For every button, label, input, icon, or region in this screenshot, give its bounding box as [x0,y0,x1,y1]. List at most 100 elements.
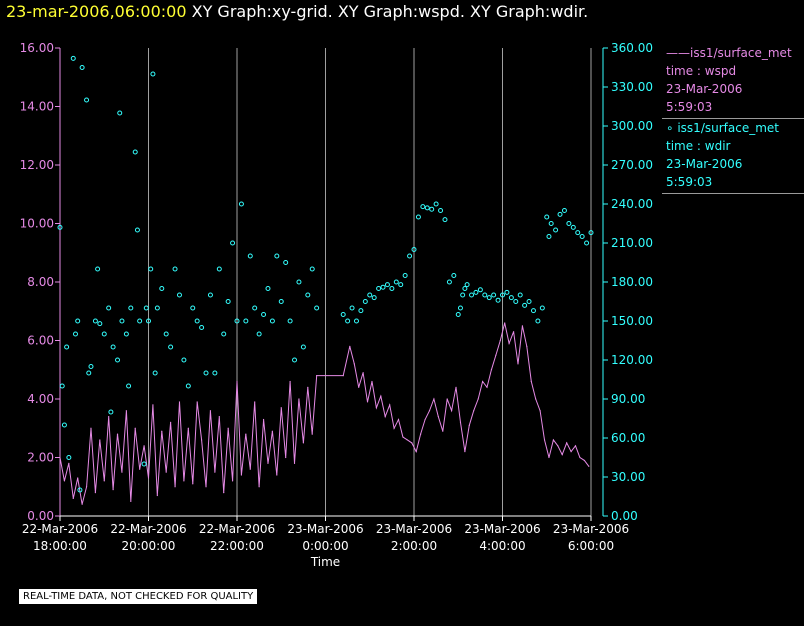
x-tick-label-date: 23-Mar-2006 [464,522,540,536]
x-tick-label-date: 23-Mar-2006 [287,522,363,536]
wspd-point [539,410,541,412]
wdir-point [314,305,320,311]
wdir-point [384,282,390,288]
title-graphs: XY Graph:xy-grid. XY Graph:wspd. XY Grap… [191,2,589,21]
wdir-point [544,214,550,220]
wdir-point [482,292,488,298]
wdir-point [548,221,554,226]
wspd-point [262,418,265,421]
wspd-point [508,342,510,345]
wspd-point [342,375,344,377]
wdir-point [455,312,461,317]
legend-wdir-time: 5:59:03 [666,175,713,189]
wdir-point [442,217,448,223]
left-tick-label: 0.00 [27,509,54,523]
wdir-point [469,292,475,298]
wdir-point [464,282,470,288]
wspd-point [433,398,435,400]
wspd-point [174,486,176,488]
wspd-point [579,456,581,459]
wspd-point [384,415,386,418]
wdir-point [212,370,218,376]
wspd-point [289,380,291,383]
wspd-point [231,480,234,482]
wspd-point [68,462,70,464]
x-tick-label-date: 22-Mar-2006 [110,522,186,536]
wdir-point [70,55,76,61]
wspd-point [490,369,493,371]
wspd-point [473,410,475,412]
wdir-point [393,279,399,285]
right-tick-label: 150.00 [611,314,653,328]
x-tick-label-time: 2:00:00 [391,539,437,553]
wspd-point [349,345,351,347]
wspd-point [499,339,501,342]
wspd-point [464,451,466,453]
wspd-point [424,418,426,421]
wdir-point [579,234,585,239]
wdir-point [150,71,156,77]
x-axis-title: Time [310,555,340,569]
wdir-point [278,299,284,304]
wdir-point [190,305,196,311]
wspd-point [81,503,83,505]
wspd-point [495,354,497,356]
wdir-point [570,224,576,230]
wdir-point [126,383,132,389]
wdir-point [522,302,528,308]
wspd-point [90,427,92,429]
wdir-point [517,292,523,298]
wdir-point [61,422,67,428]
right-tick-label: 30.00 [611,470,645,484]
wdir-point [292,357,298,363]
x-tick-label-time: 18:00:00 [33,539,87,553]
wspd-point [196,401,198,403]
legend-wspd-var: time : wspd [666,64,737,78]
wspd-point [245,433,247,435]
wdir-point [216,266,222,272]
wspd-point [63,480,66,482]
x-tick-label-time: 6:00:00 [568,539,614,553]
wdir-point [415,214,421,220]
right-tick-label: 210.00 [611,236,653,250]
wspd-point [108,415,110,418]
wspd-point [481,380,484,383]
wspd-point [293,462,296,464]
wspd-point [307,386,309,388]
x-tick-label-time: 20:00:00 [122,539,176,553]
wdir-point [143,305,149,311]
wdir-point [420,204,426,210]
wspd-point [156,494,158,497]
wdir-point [119,318,125,324]
wspd-point [240,474,243,476]
wdir-point [238,201,244,207]
wdir-point [305,292,311,298]
wdir-point [132,149,138,155]
wspd-point [218,415,220,418]
wdir-point-marker-icon: ∘ [666,121,674,135]
wdir-point [137,318,143,324]
wdir-point [349,305,355,311]
wdir-point [362,299,368,304]
wspd-point [517,363,519,365]
wdir-point [296,279,302,285]
wspd-point [574,445,577,447]
wspd-series-line [59,322,590,505]
wdir-point [535,318,541,324]
wdir-point [230,240,236,246]
wdir-point [256,331,262,337]
wdir-point [389,286,395,291]
wdir-point [203,370,209,376]
wdir-point [407,253,413,259]
wspd-point [415,451,417,453]
wdir-point [513,299,519,304]
wdir-point [128,305,134,311]
x-tick-label-time: 0:00:00 [302,539,348,553]
wdir-point [486,295,492,301]
wdir-point [97,321,103,327]
wdir-point [473,289,479,295]
wdir-point [152,370,158,376]
wdir-point [134,227,140,233]
wspd-point [130,500,132,502]
wspd-point [276,474,278,476]
